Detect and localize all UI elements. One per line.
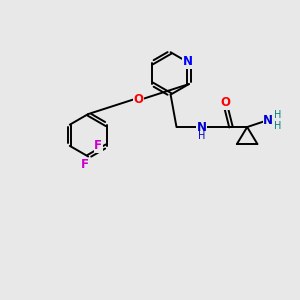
Text: O: O bbox=[221, 96, 231, 110]
Text: H: H bbox=[274, 121, 281, 131]
Text: F: F bbox=[81, 158, 89, 171]
Text: N: N bbox=[196, 121, 206, 134]
Text: O: O bbox=[134, 93, 144, 106]
Text: N: N bbox=[183, 56, 193, 68]
Text: H: H bbox=[274, 110, 281, 120]
Text: H: H bbox=[197, 131, 205, 142]
Text: F: F bbox=[94, 140, 102, 152]
Text: N: N bbox=[263, 114, 273, 127]
